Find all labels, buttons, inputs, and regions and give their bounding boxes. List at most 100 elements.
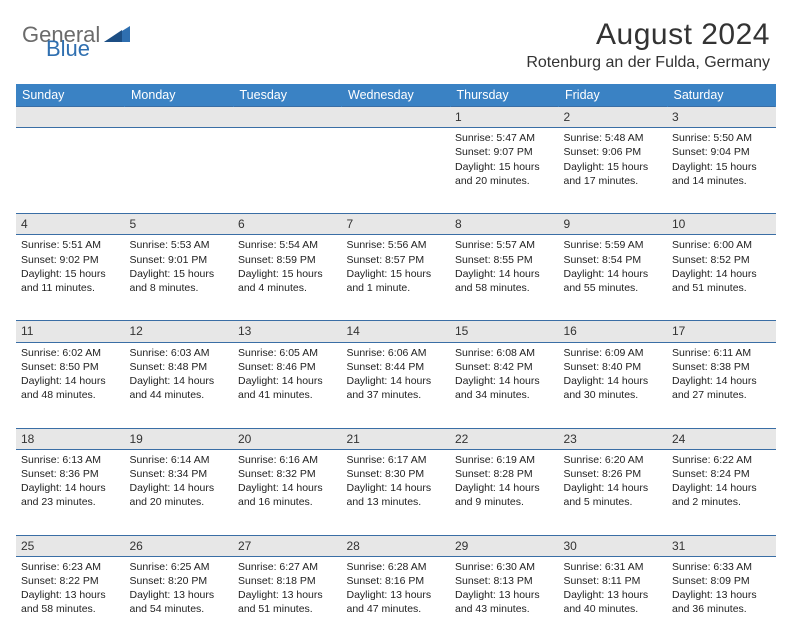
day-info-line: Sunrise: 5:47 AM — [455, 131, 554, 145]
day-info-line: Sunset: 8:32 PM — [238, 467, 337, 481]
day-info-line: Daylight: 14 hours — [347, 374, 446, 388]
day-number-cell: 9 — [559, 214, 668, 235]
day-info-line: and 41 minutes. — [238, 388, 337, 402]
day-info-line: and 11 minutes. — [21, 281, 120, 295]
day-number-cell: 4 — [16, 214, 125, 235]
day-info-line: Daylight: 13 hours — [21, 588, 120, 602]
day-number: 12 — [130, 324, 143, 338]
day-info-line: Sunset: 9:06 PM — [564, 145, 663, 159]
day-info-line: Sunset: 8:16 PM — [347, 574, 446, 588]
day-info-line: Sunset: 8:28 PM — [455, 467, 554, 481]
day-info-line: Sunrise: 6:14 AM — [130, 453, 229, 467]
day-info-line: Daylight: 15 hours — [564, 160, 663, 174]
day-number: 20 — [238, 432, 251, 446]
day-info-line: Sunrise: 6:00 AM — [672, 238, 771, 252]
day-info-line: and 2 minutes. — [672, 495, 771, 509]
day-cell: Sunrise: 6:09 AMSunset: 8:40 PMDaylight:… — [559, 342, 668, 428]
day-number-cell: 29 — [450, 535, 559, 556]
day-cell: Sunrise: 6:31 AMSunset: 8:11 PMDaylight:… — [559, 556, 668, 642]
day-cell: Sunrise: 6:23 AMSunset: 8:22 PMDaylight:… — [16, 556, 125, 642]
day-content-row: Sunrise: 5:47 AMSunset: 9:07 PMDaylight:… — [16, 128, 776, 214]
day-number: 6 — [238, 217, 245, 231]
day-info-line: Daylight: 14 hours — [672, 481, 771, 495]
day-number-cell: 1 — [450, 107, 559, 128]
day-info-line: Sunset: 8:09 PM — [672, 574, 771, 588]
day-content-row: Sunrise: 6:13 AMSunset: 8:36 PMDaylight:… — [16, 449, 776, 535]
day-info-line: and 23 minutes. — [21, 495, 120, 509]
day-number-cell: 22 — [450, 428, 559, 449]
day-info-line: and 9 minutes. — [455, 495, 554, 509]
day-info-line: Sunrise: 5:57 AM — [455, 238, 554, 252]
day-info-line: and 47 minutes. — [347, 602, 446, 616]
day-info-line: Sunrise: 6:31 AM — [564, 560, 663, 574]
day-number: 30 — [564, 539, 577, 553]
day-number-cell: 24 — [667, 428, 776, 449]
day-cell: Sunrise: 6:25 AMSunset: 8:20 PMDaylight:… — [125, 556, 234, 642]
day-info-line: and 54 minutes. — [130, 602, 229, 616]
day-number-cell: 26 — [125, 535, 234, 556]
weekday-header: Thursday — [450, 84, 559, 107]
day-info-line: Sunset: 9:02 PM — [21, 253, 120, 267]
day-info-line: Daylight: 13 hours — [672, 588, 771, 602]
day-info-line: Sunset: 8:22 PM — [21, 574, 120, 588]
weekday-header: Friday — [559, 84, 668, 107]
day-info-line: and 37 minutes. — [347, 388, 446, 402]
calendar-table: Sunday Monday Tuesday Wednesday Thursday… — [16, 84, 776, 642]
day-number-cell: 2 — [559, 107, 668, 128]
day-info-line: Sunset: 8:26 PM — [564, 467, 663, 481]
day-info-line: Sunrise: 6:16 AM — [238, 453, 337, 467]
day-number-cell: 28 — [342, 535, 451, 556]
day-cell: Sunrise: 6:17 AMSunset: 8:30 PMDaylight:… — [342, 449, 451, 535]
day-info-line: Sunset: 8:44 PM — [347, 360, 446, 374]
day-info-line: and 44 minutes. — [130, 388, 229, 402]
day-number-cell: 21 — [342, 428, 451, 449]
day-cell: Sunrise: 6:02 AMSunset: 8:50 PMDaylight:… — [16, 342, 125, 428]
day-cell: Sunrise: 6:30 AMSunset: 8:13 PMDaylight:… — [450, 556, 559, 642]
day-number-row: 25262728293031 — [16, 535, 776, 556]
day-info-line: Sunset: 8:34 PM — [130, 467, 229, 481]
weekday-header: Saturday — [667, 84, 776, 107]
day-number: 22 — [455, 432, 468, 446]
day-cell — [16, 128, 125, 214]
day-info-line: and 48 minutes. — [21, 388, 120, 402]
day-cell — [233, 128, 342, 214]
day-number-cell: 25 — [16, 535, 125, 556]
day-info-line: and 58 minutes. — [21, 602, 120, 616]
day-info-line: and 51 minutes. — [672, 281, 771, 295]
day-info-line: Daylight: 14 hours — [347, 481, 446, 495]
day-info-line: Daylight: 14 hours — [238, 374, 337, 388]
day-number: 5 — [130, 217, 137, 231]
day-info-line: Daylight: 14 hours — [564, 481, 663, 495]
day-info-line: and 5 minutes. — [564, 495, 663, 509]
day-cell: Sunrise: 6:00 AMSunset: 8:52 PMDaylight:… — [667, 235, 776, 321]
weekday-header-row: Sunday Monday Tuesday Wednesday Thursday… — [16, 84, 776, 107]
weekday-header: Sunday — [16, 84, 125, 107]
day-info-line: Sunrise: 6:22 AM — [672, 453, 771, 467]
day-info-line: Sunset: 8:59 PM — [238, 253, 337, 267]
day-number-cell: 5 — [125, 214, 234, 235]
month-title: August 2024 — [526, 18, 770, 52]
day-cell: Sunrise: 5:47 AMSunset: 9:07 PMDaylight:… — [450, 128, 559, 214]
day-info-line: Daylight: 13 hours — [455, 588, 554, 602]
day-number-row: 45678910 — [16, 214, 776, 235]
day-info-line: and 20 minutes. — [455, 174, 554, 188]
day-content-row: Sunrise: 6:02 AMSunset: 8:50 PMDaylight:… — [16, 342, 776, 428]
day-number: 19 — [130, 432, 143, 446]
day-info-line: and 13 minutes. — [347, 495, 446, 509]
day-info-line: and 8 minutes. — [130, 281, 229, 295]
day-number: 28 — [347, 539, 360, 553]
day-info-line: and 14 minutes. — [672, 174, 771, 188]
day-number-row: 11121314151617 — [16, 321, 776, 342]
day-cell: Sunrise: 5:50 AMSunset: 9:04 PMDaylight:… — [667, 128, 776, 214]
day-cell — [125, 128, 234, 214]
day-info-line: Daylight: 14 hours — [455, 374, 554, 388]
day-cell: Sunrise: 6:28 AMSunset: 8:16 PMDaylight:… — [342, 556, 451, 642]
day-info-line: and 43 minutes. — [455, 602, 554, 616]
day-info-line: Sunrise: 5:51 AM — [21, 238, 120, 252]
day-info-line: Sunset: 8:46 PM — [238, 360, 337, 374]
day-info-line: Sunset: 8:40 PM — [564, 360, 663, 374]
day-info-line: Sunset: 8:57 PM — [347, 253, 446, 267]
day-info-line: Daylight: 13 hours — [564, 588, 663, 602]
day-cell: Sunrise: 5:54 AMSunset: 8:59 PMDaylight:… — [233, 235, 342, 321]
day-number: 18 — [21, 432, 34, 446]
